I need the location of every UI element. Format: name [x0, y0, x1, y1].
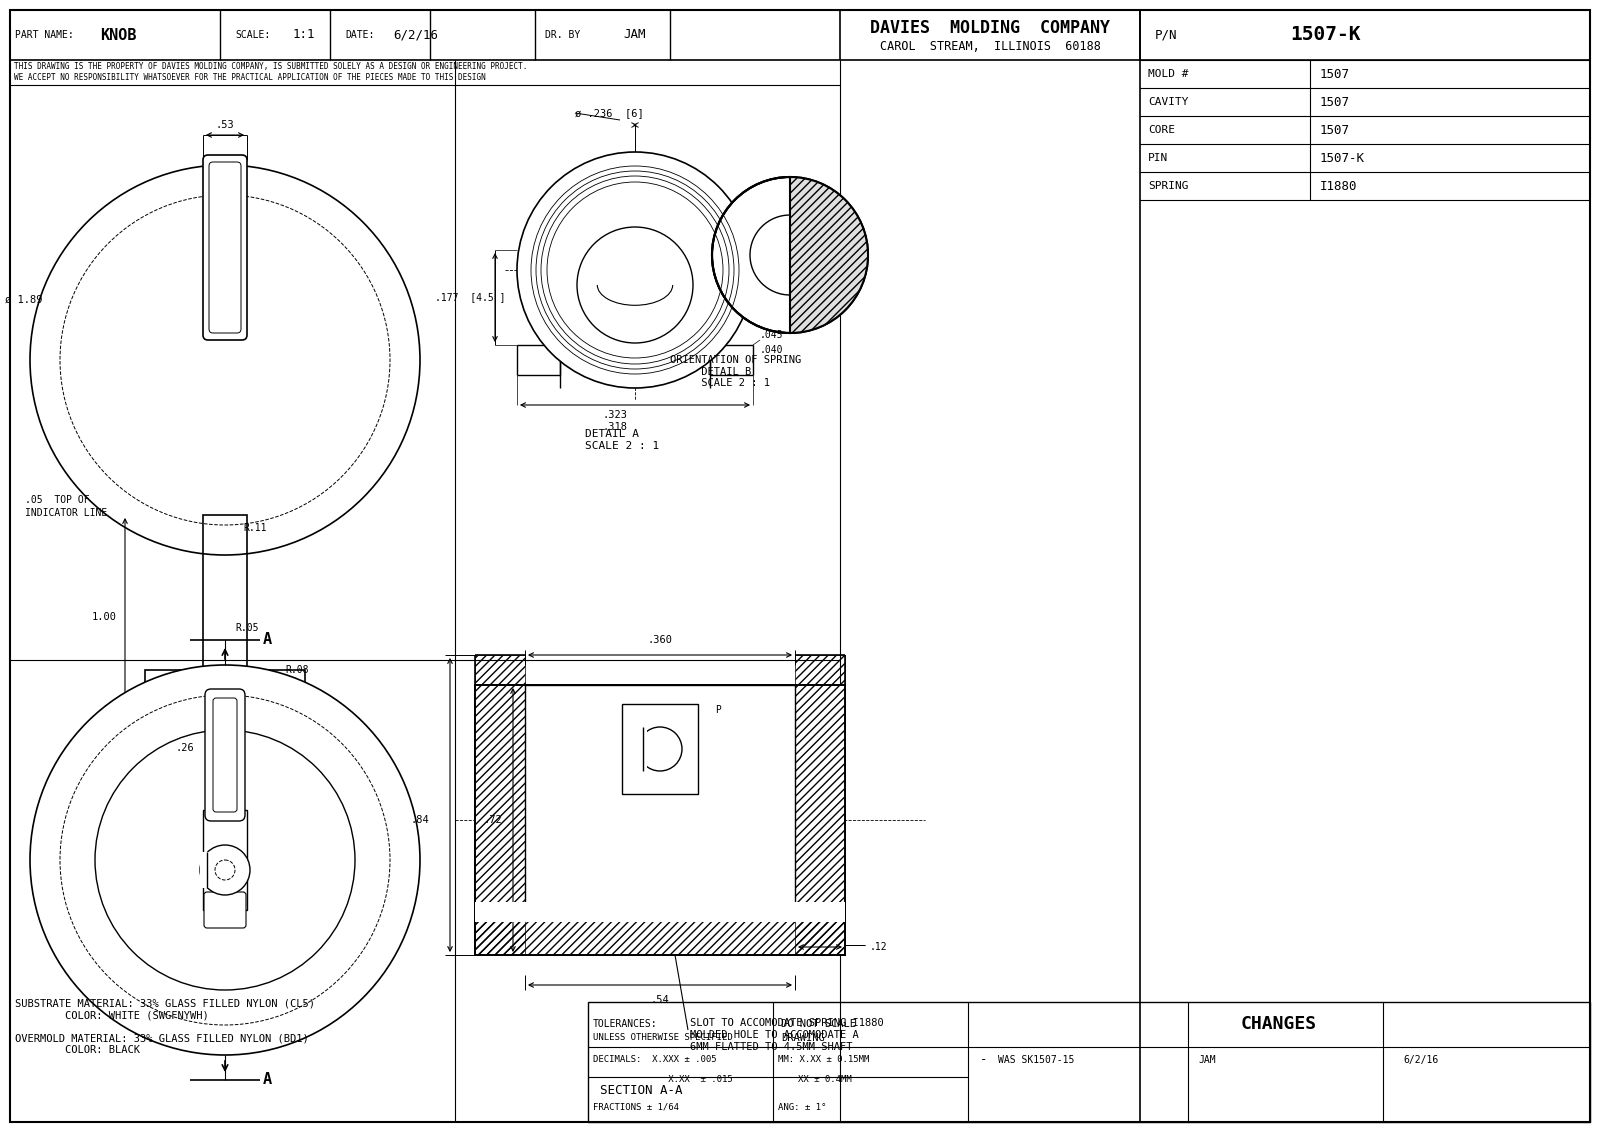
Text: 6/2/16: 6/2/16	[1403, 1055, 1438, 1065]
Text: .84: .84	[411, 815, 429, 825]
Bar	[200, 852, 211, 887]
Bar	[525, 685, 795, 917]
Text: THIS DRAWING IS THE PROPERTY OF DAVIES MOLDING COMPANY, IS SUBMITTED SOLELY AS A: THIS DRAWING IS THE PROPERTY OF DAVIES M…	[14, 62, 528, 82]
Text: A: A	[262, 633, 272, 648]
Text: .53: .53	[216, 120, 234, 130]
Text: DRAWING: DRAWING	[781, 1034, 824, 1043]
FancyBboxPatch shape	[205, 689, 245, 821]
Text: 1507-K: 1507-K	[1320, 152, 1365, 164]
Text: .54: .54	[651, 995, 669, 1005]
Text: 1507: 1507	[1320, 68, 1350, 80]
Text: CORE: CORE	[1149, 125, 1174, 135]
Polygon shape	[790, 177, 867, 333]
Circle shape	[578, 228, 693, 343]
Text: JAM: JAM	[1198, 1055, 1216, 1065]
Text: CAROL  STREAM,  ILLINOIS  60188: CAROL STREAM, ILLINOIS 60188	[880, 41, 1101, 53]
Text: 1:1: 1:1	[293, 28, 315, 42]
Text: DATE:: DATE:	[346, 31, 374, 40]
Text: .045: .045	[760, 331, 784, 340]
Text: KNOB: KNOB	[99, 27, 136, 43]
Text: DETAIL A
SCALE 2 : 1: DETAIL A SCALE 2 : 1	[586, 429, 659, 451]
Text: CHANGES: CHANGES	[1242, 1015, 1317, 1034]
Text: DO NOT SCALE: DO NOT SCALE	[781, 1019, 856, 1029]
Text: PART NAME:: PART NAME:	[14, 31, 74, 40]
Text: .360: .360	[648, 635, 672, 645]
Text: 1507-K: 1507-K	[1290, 26, 1360, 44]
Text: .12: .12	[870, 942, 888, 952]
Text: .72: .72	[483, 815, 502, 825]
Bar	[475, 685, 525, 955]
Circle shape	[30, 165, 419, 555]
Text: 1.00: 1.00	[93, 611, 117, 621]
Text: INDICATOR LINE: INDICATOR LINE	[26, 508, 107, 518]
Text: PIN: PIN	[1149, 153, 1168, 163]
Text: FRACTIONS ± 1/64: FRACTIONS ± 1/64	[594, 1103, 678, 1112]
Text: MOLD #: MOLD #	[1149, 69, 1189, 79]
Text: .26: .26	[176, 743, 194, 753]
Circle shape	[712, 177, 867, 333]
Bar	[622, 704, 698, 794]
Text: X.XX  ± .015: X.XX ± .015	[594, 1075, 733, 1084]
Text: 1507: 1507	[1320, 123, 1350, 137]
Text: ANG: ± 1°: ANG: ± 1°	[778, 1103, 826, 1112]
Text: 1507: 1507	[1320, 95, 1350, 109]
Circle shape	[200, 844, 250, 895]
Text: DR. BY: DR. BY	[546, 31, 581, 40]
Text: WAS SK1507-15: WAS SK1507-15	[998, 1055, 1074, 1065]
Bar	[634, 727, 646, 771]
Text: TOLERANCES:: TOLERANCES:	[594, 1019, 658, 1029]
Text: SLOT TO ACCOMODATE SPRING I1880
MOLDED HOLE TO ACCOMODATE A
6MM FLATTED TO 4.5MM: SLOT TO ACCOMODATE SPRING I1880 MOLDED H…	[690, 1019, 883, 1052]
Text: SECTION A-A: SECTION A-A	[600, 1083, 683, 1097]
Text: MM: X.XX ± 0.15MM: MM: X.XX ± 0.15MM	[778, 1055, 869, 1064]
Bar	[795, 655, 845, 685]
FancyBboxPatch shape	[203, 155, 246, 340]
Text: I1880: I1880	[1320, 180, 1357, 192]
Bar	[475, 902, 845, 921]
Bar	[203, 515, 246, 670]
Text: CAVITY: CAVITY	[1149, 97, 1189, 108]
Text: P: P	[715, 705, 722, 715]
Text: 6/2/16: 6/2/16	[394, 28, 438, 42]
Bar	[795, 685, 845, 955]
Text: ORIENTATION OF SPRING
     DETAIL B
     SCALE 2 : 1: ORIENTATION OF SPRING DETAIL B SCALE 2 :…	[670, 355, 802, 388]
Text: .323: .323	[603, 410, 627, 420]
Text: ø .236  [6]: ø .236 [6]	[574, 108, 643, 118]
Bar	[203, 811, 246, 910]
Circle shape	[517, 152, 754, 388]
Text: DECIMALS:  X.XXX ± .005: DECIMALS: X.XXX ± .005	[594, 1055, 717, 1064]
Text: .040: .040	[760, 345, 784, 355]
Bar	[475, 655, 525, 685]
Text: ø 1.89: ø 1.89	[5, 295, 43, 305]
Bar	[475, 917, 845, 955]
Text: R.08: R.08	[285, 664, 309, 675]
Circle shape	[30, 664, 419, 1055]
Bar	[475, 685, 845, 955]
Text: .05  TOP OF: .05 TOP OF	[26, 495, 90, 505]
FancyBboxPatch shape	[205, 892, 246, 928]
Text: SCALE:: SCALE:	[235, 31, 270, 40]
Text: R.11: R.11	[243, 523, 267, 533]
Text: XX ± 0.4MM: XX ± 0.4MM	[798, 1075, 851, 1084]
Text: A: A	[262, 1072, 272, 1088]
Text: -: -	[979, 1054, 987, 1066]
Text: R.05: R.05	[235, 623, 259, 633]
Bar	[475, 685, 845, 955]
Text: JAM: JAM	[622, 28, 645, 42]
Text: SUBSTRATE MATERIAL: 33% GLASS FILLED NYLON (CL5)
        COLOR: WHITE (SWGFNYWH): SUBSTRATE MATERIAL: 33% GLASS FILLED NYL…	[14, 998, 315, 1055]
Text: DAVIES  MOLDING  COMPANY: DAVIES MOLDING COMPANY	[870, 19, 1110, 37]
Bar	[146, 670, 306, 718]
Circle shape	[638, 727, 682, 771]
Text: P/N: P/N	[1155, 28, 1178, 42]
Text: SPRING: SPRING	[1149, 181, 1189, 191]
Text: .318: .318	[603, 422, 627, 432]
Text: .177  [4.5 ]: .177 [4.5 ]	[435, 292, 506, 302]
Text: UNLESS OTHERWISE SPECIFIED: UNLESS OTHERWISE SPECIFIED	[594, 1034, 733, 1043]
Bar	[589, 1002, 1590, 1122]
